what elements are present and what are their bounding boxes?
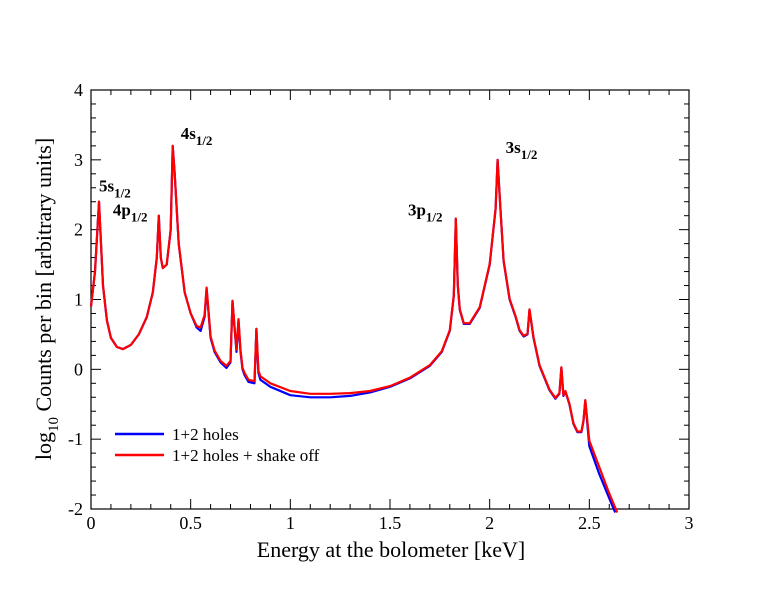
legend: 1+2 holes 1+2 holes + shake off: [115, 425, 320, 465]
x-tick-label: 3: [685, 513, 694, 533]
peak-label-main: 4s: [181, 124, 197, 143]
peak-label: 5s1/2: [99, 176, 131, 200]
series-line-1-2-holes-shake-off: [89, 144, 619, 513]
peak-label-subscript: 1/2: [131, 210, 148, 225]
y-axis-label-subscript: 10: [46, 417, 62, 432]
x-tick-label: 2.5: [578, 513, 601, 533]
peak-label-subscript: 1/2: [521, 147, 538, 162]
y-axis-ticks: -2 -1 0 1 2 3 4: [68, 80, 689, 519]
y-axis-label: log10 Counts per bin [arbitrary units]: [31, 138, 62, 460]
y-tick-label: -2: [68, 499, 83, 519]
series-group: [89, 144, 619, 513]
peak-label-main: 5s: [99, 176, 115, 195]
x-tick-label: 2: [485, 513, 494, 533]
series-line-1-2-holes: [89, 144, 617, 513]
y-tick-label: 3: [74, 150, 83, 170]
peak-label: 4p1/2: [113, 201, 148, 225]
peak-label: 3s1/2: [506, 138, 538, 162]
legend-label-1-2-holes: 1+2 holes: [172, 425, 239, 444]
y-tick-label: 0: [74, 359, 83, 379]
peak-label-subscript: 1/2: [426, 210, 443, 225]
x-tick-label: 0.5: [179, 513, 202, 533]
legend-label-1-2-holes-shake-off: 1+2 holes + shake off: [172, 446, 320, 465]
x-tick-label: 0: [87, 513, 96, 533]
peak-label: 4s1/2: [181, 124, 213, 148]
y-tick-label: 4: [74, 80, 83, 100]
y-tick-label: 2: [74, 220, 83, 240]
x-tick-label: 1: [286, 513, 295, 533]
x-tick-label: 1.5: [379, 513, 402, 533]
peak-label: 3p1/2: [408, 201, 443, 225]
y-axis-label-suffix: Counts per bin [arbitrary units]: [31, 138, 56, 417]
x-axis-ticks: 0 0.5 1 1.5 2 2.5 3: [87, 90, 694, 533]
y-tick-label: -1: [68, 429, 83, 449]
y-axis-label-prefix: log: [31, 432, 56, 460]
peak-label-main: 4p: [113, 201, 131, 220]
peak-label-subscript: 1/2: [114, 185, 131, 200]
peak-label-main: 3p: [408, 201, 426, 220]
peak-label-main: 3s: [506, 138, 522, 157]
y-tick-label: 1: [74, 290, 83, 310]
x-axis-label: Energy at the bolometer [keV]: [257, 537, 525, 562]
peak-label-subscript: 1/2: [196, 133, 213, 148]
